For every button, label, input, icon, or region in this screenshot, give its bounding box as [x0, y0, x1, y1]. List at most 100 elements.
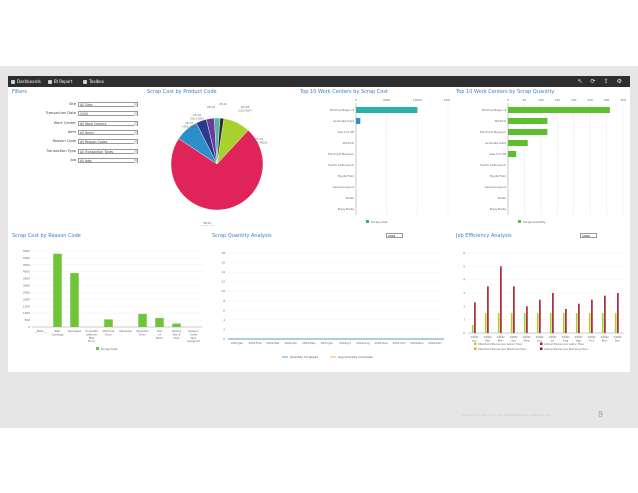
category-label: Assigned [187, 339, 200, 343]
legend-label: Actual Pieces per Labor Hour [544, 342, 585, 346]
axis-tick-label: 3000 [23, 284, 30, 288]
dashboards-label: Dashboards [17, 79, 41, 84]
filter-select[interactable]: All Work Centers [78, 120, 138, 126]
legend-swatch [540, 342, 543, 345]
x-tick-label: 1999/ [496, 335, 504, 339]
axis-tick-label: 0 [507, 98, 509, 102]
bar [523, 313, 526, 333]
category-label: Bad [55, 329, 61, 333]
page-number: 8 [598, 410, 604, 419]
x-tick-label: Mar [498, 339, 504, 343]
filter-select[interactable]: All Reason Codes [78, 139, 138, 145]
x-tick-label: 1999/ [600, 335, 608, 339]
axis-tick-label: 4 [463, 278, 465, 282]
filter-row: Job All Jobs [10, 157, 140, 164]
filter-label: Work Center [53, 120, 76, 125]
category-label: of [158, 332, 162, 336]
bar [536, 313, 539, 333]
jea-title: Job Efficiency Analysis [456, 233, 512, 239]
category-label: Mill-Drill [343, 141, 355, 145]
category-label: Mill-Drill [495, 119, 507, 123]
bar [575, 313, 578, 333]
pie-label: 28-01 [207, 105, 215, 109]
pie-chart: DS-05(123.587) 37-01(142.4818) 38-01(1088.… [170, 102, 268, 227]
gear-icon[interactable]: ⚙ [616, 78, 622, 85]
x-tick-label: 1999/ [574, 335, 582, 339]
pie-label: 25-02 [193, 113, 201, 117]
x-tick-label: 2001/Dec [428, 341, 442, 345]
bar [70, 273, 79, 327]
filter-select[interactable]: 2000 [78, 111, 138, 117]
category-label: From [88, 339, 95, 343]
filter-value: All Jobs [80, 158, 92, 163]
wc-qty-chart: 0 50 100 150 200 250 300 350 Machine Begin nt Mil… [479, 98, 626, 224]
category-label: General Layout [333, 185, 355, 189]
x-tick-label: 1999/ [613, 335, 621, 339]
legend-swatch [540, 347, 543, 350]
axis-tick-label: 5000 [383, 98, 390, 102]
x-tick-label: 1999/ [522, 335, 530, 339]
pie-label-value: (56,1186) [190, 117, 204, 121]
bar [508, 140, 528, 146]
category-label: Toyota Al-Toyota Al [479, 163, 506, 167]
bar [617, 293, 619, 333]
pie-label: 29-01 [219, 102, 227, 106]
filter-select[interactable]: All Sites [78, 102, 138, 107]
bar [562, 313, 565, 333]
dashboards-menu[interactable]: Dashboards [11, 79, 41, 84]
pointer-icon[interactable]: ↖ [577, 78, 583, 85]
x-tick-label: Feb [485, 339, 490, 343]
refresh-icon[interactable]: ⟳ [590, 78, 596, 85]
filter-row: Site All Sites [10, 102, 140, 108]
pie-label-value: (142.4818) [252, 141, 268, 145]
legend-swatch [474, 342, 477, 345]
x-tick-label: May [524, 339, 530, 343]
sqa-panel: Scrap Quantity Analysis 2001 18 16 14 12 10 8… [210, 232, 450, 370]
bar [172, 323, 181, 327]
filter-label: Transaction Type [46, 148, 76, 153]
category-label: Saw Cut Off [337, 130, 354, 134]
category-label: Stock [173, 332, 181, 336]
pie-label-value: (416,7887) [182, 125, 198, 129]
axis-tick-label: 150 [555, 98, 561, 102]
axis-tick-label: 350 [620, 98, 626, 102]
x-tick-label: Sep [576, 339, 581, 343]
axis-tick-label: 1500 [23, 304, 30, 308]
filters-title: Filters [12, 89, 27, 95]
filter-select[interactable]: All Items [78, 129, 138, 135]
chevron-down-icon [134, 149, 137, 154]
pie-slice [170, 129, 264, 211]
bi-report-label: BI Report [54, 79, 73, 84]
pie-label: DS-05 [241, 105, 250, 109]
bar [155, 318, 164, 327]
category-label: Braze [498, 196, 506, 200]
category-label: Operator [136, 329, 149, 333]
filter-label: Job [70, 157, 76, 162]
axis-tick-label: 16 [221, 261, 225, 265]
axis-tick-label: 6 [223, 308, 225, 312]
bar [53, 253, 62, 327]
category-label: Reason [188, 329, 198, 333]
bar [508, 129, 548, 135]
bi-report-menu[interactable]: BI Report [48, 79, 72, 84]
bar [508, 107, 610, 113]
filter-label: Reason Code [52, 139, 76, 144]
x-tick-label: Aug [563, 339, 569, 343]
wc-cost-chart: 0 5000 10000 15000 Machine Begin nt Graduate … [327, 98, 450, 224]
jea-panel: Job Efficiency Analysis 1999 6 5 4 3 2 1 0 1999… [454, 232, 628, 370]
filter-row: Transaction Type All Transaction Types [10, 148, 140, 155]
export-icon[interactable]: ⇪ [603, 78, 609, 85]
toolbox-menu[interactable]: Toolbox [83, 79, 104, 84]
legend-label: Avg Quantity Complete [338, 355, 373, 359]
bar [601, 313, 604, 333]
filter-select[interactable]: All Transaction Types [78, 148, 138, 154]
pie-label-value: (1088.062) [200, 225, 216, 227]
category-label: Size [174, 336, 180, 340]
sqa-year-select[interactable]: 2001 [386, 233, 403, 238]
filter-select[interactable]: All Jobs [78, 157, 138, 163]
axis-tick-label: 10 [221, 289, 225, 293]
bar [356, 118, 361, 124]
jea-year-select[interactable]: 1999 [580, 233, 597, 238]
x-tick-label: 1999/ [561, 335, 569, 339]
legend-label: Actual Pieces per Machine Hour [544, 347, 589, 351]
